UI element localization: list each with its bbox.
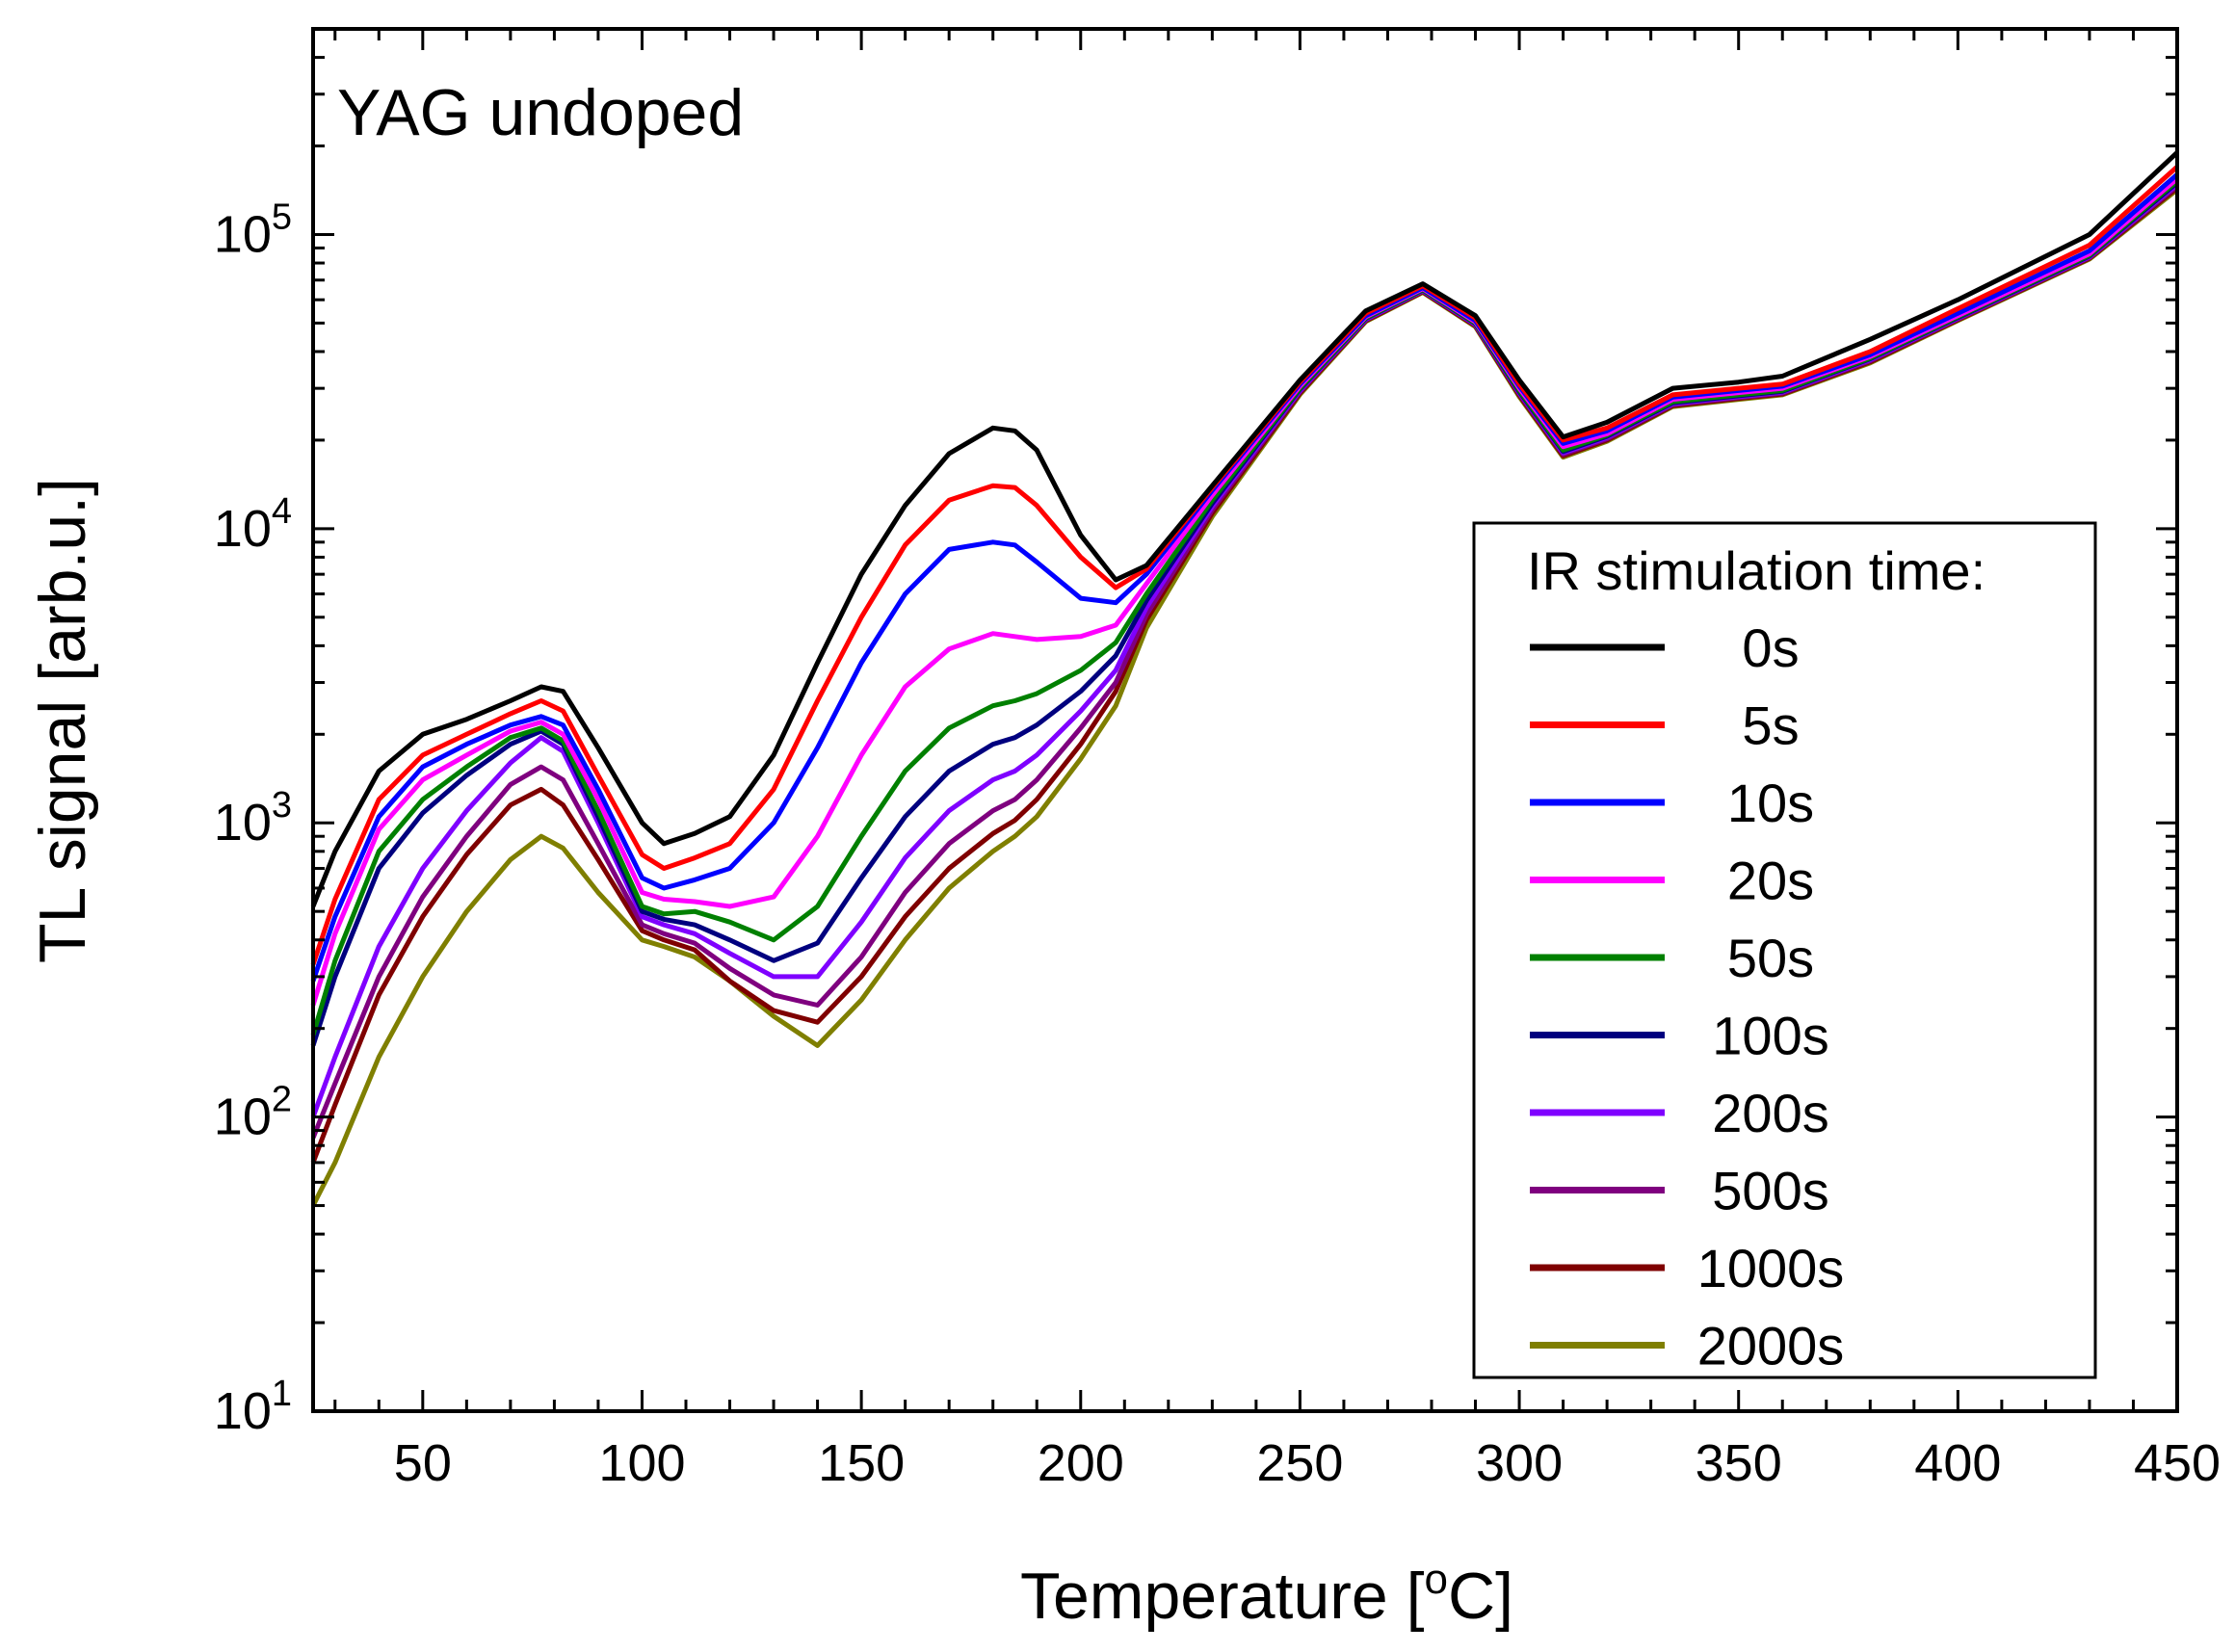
x-tick-label: 400 (1914, 1434, 2001, 1492)
y-tick-label: 104 (214, 491, 292, 558)
legend-label-500s: 500s (1712, 1161, 1828, 1221)
legend-label-1000s: 1000s (1697, 1238, 1845, 1298)
plot-annotation: YAG undoped (337, 76, 744, 149)
legend-label-20s: 20s (1727, 851, 1814, 911)
series-line-5s (310, 165, 2179, 966)
x-axis-title: Temperature [oC] (1020, 1556, 1513, 1633)
legend-label-2000s: 2000s (1697, 1316, 1845, 1377)
ticks-layer: 50 100 150 200 250 300 350 400 450 101 102 103 104 10… (214, 27, 2221, 1492)
x-tick-label: 350 (1696, 1434, 1782, 1492)
legend-label-50s: 50s (1727, 928, 1814, 988)
legend-label-100s: 100s (1712, 1006, 1828, 1066)
x-tick-label: 200 (1038, 1434, 1124, 1492)
series-line-0s (310, 150, 2179, 907)
legend-label-200s: 200s (1712, 1083, 1828, 1143)
legend-label-10s: 10s (1727, 773, 1814, 833)
legend-box (1472, 521, 2097, 1379)
series-layer (310, 150, 2179, 1207)
y-tick-label: 102 (214, 1080, 292, 1146)
legend-title: IR stimulation time: (1527, 540, 1985, 601)
x-tick-label: 150 (818, 1434, 905, 1492)
y-tick-label: 103 (214, 785, 292, 852)
plot-frame (311, 27, 2179, 1413)
legend-label-5s: 5s (1742, 695, 1799, 756)
y-tick-label: 105 (214, 197, 292, 263)
legend-entries: 0s 5s 10s 20s 50s 100s 200s 500s 1000s 2000s (1530, 617, 1844, 1377)
x-tick-label: 450 (2134, 1434, 2221, 1492)
legend: IR stimulation time: 0s 5s 10s 20s 50s 100s 20… (1472, 521, 2097, 1379)
y-tick-label: 101 (214, 1374, 292, 1440)
x-axis-title-main: Temperature [ (1020, 1560, 1425, 1633)
x-tick-label: 300 (1476, 1434, 1563, 1492)
legend-label-0s: 0s (1742, 617, 1799, 678)
x-axis-title-end: C] (1448, 1560, 1513, 1633)
x-tick-label: 50 (394, 1434, 452, 1492)
x-tick-label: 250 (1256, 1434, 1343, 1492)
x-axis-title-sup: o (1425, 1556, 1448, 1603)
x-tick-label: 100 (598, 1434, 685, 1492)
y-axis-title: TL signal [arb.u.] (26, 478, 99, 963)
